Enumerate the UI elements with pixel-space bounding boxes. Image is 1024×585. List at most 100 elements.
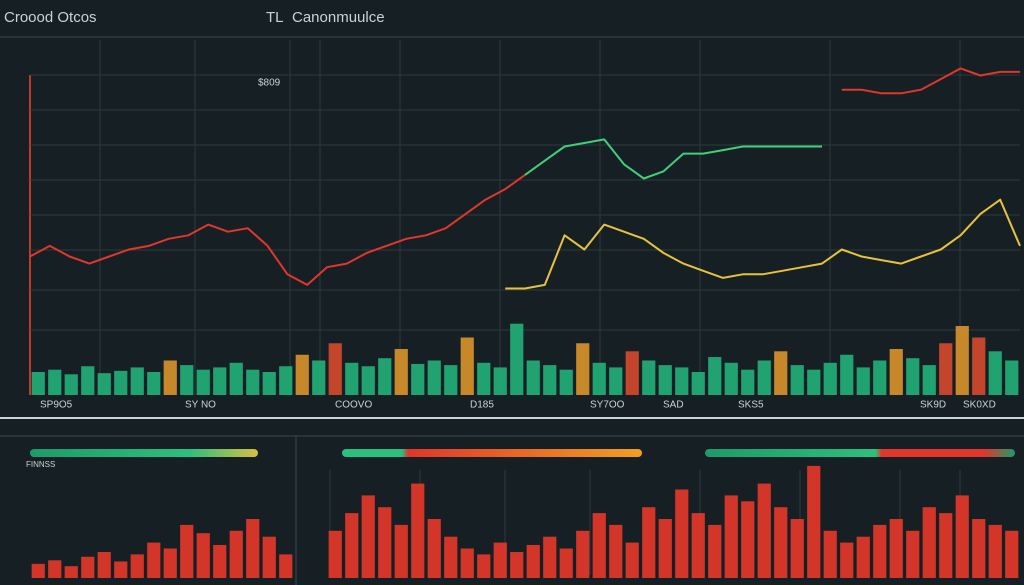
- bar: [609, 367, 623, 395]
- bar: [378, 507, 392, 578]
- bar: [708, 357, 722, 395]
- x-label: SKS5: [738, 400, 764, 411]
- bar: [378, 358, 392, 395]
- bar: [493, 542, 507, 578]
- bar: [939, 513, 953, 578]
- bar: [906, 530, 920, 578]
- bar: [213, 544, 227, 578]
- bar: [543, 365, 557, 395]
- bar: [625, 542, 639, 578]
- bar: [922, 365, 936, 395]
- bar: [361, 366, 375, 395]
- bar: [345, 513, 359, 578]
- bar: [246, 369, 260, 395]
- bar: [444, 536, 458, 578]
- bar: [345, 362, 359, 395]
- bar: [295, 354, 309, 395]
- bar: [559, 369, 573, 395]
- bar: [774, 351, 788, 395]
- bar: [526, 360, 540, 395]
- bar: [675, 489, 689, 578]
- bar: [988, 524, 1002, 578]
- bar: [543, 536, 557, 578]
- x-label: SY NO: [185, 400, 216, 411]
- bar: [460, 548, 474, 578]
- bar: [361, 495, 375, 578]
- bar: [493, 367, 507, 395]
- bar: [906, 358, 920, 395]
- bar: [279, 554, 293, 578]
- bar: [873, 524, 887, 578]
- bar: [757, 360, 771, 395]
- bar: [988, 351, 1002, 395]
- bar: [757, 483, 771, 578]
- bar: [1005, 360, 1019, 395]
- bar: [279, 366, 293, 395]
- bar: [576, 343, 590, 395]
- panel-label: FINNSS: [26, 460, 55, 469]
- bar: [559, 548, 573, 578]
- bar: [130, 367, 144, 395]
- bar: [460, 337, 474, 395]
- bar: [1005, 530, 1019, 578]
- price-line: [524, 138, 822, 180]
- bar: [196, 369, 210, 395]
- x-label: SK9D: [920, 400, 946, 411]
- bar: [147, 542, 161, 578]
- bar: [658, 365, 672, 395]
- bar: [823, 530, 837, 578]
- x-label: D185: [470, 400, 494, 411]
- bar: [708, 524, 722, 578]
- bar: [922, 507, 936, 578]
- bar: [807, 369, 821, 395]
- bar: [246, 519, 260, 578]
- bar: [229, 530, 243, 578]
- bar: [31, 372, 45, 395]
- bar: [790, 365, 804, 395]
- bar: [312, 360, 326, 395]
- bar: [642, 507, 656, 578]
- progress-bar: [30, 449, 258, 457]
- bar: [163, 548, 177, 578]
- bar: [328, 530, 342, 578]
- bar: [724, 362, 738, 395]
- bar: [394, 349, 408, 395]
- bar: [576, 530, 590, 578]
- bar: [658, 519, 672, 578]
- bar: [477, 554, 491, 578]
- bar: [114, 561, 128, 578]
- bar: [48, 369, 62, 395]
- bar: [196, 533, 210, 578]
- bar: [823, 362, 837, 395]
- progress-bar: [705, 449, 1015, 457]
- title: Croood Otcos: [4, 9, 97, 26]
- bar: [394, 524, 408, 578]
- bar: [856, 536, 870, 578]
- bar: [147, 372, 161, 395]
- bar: [262, 536, 276, 578]
- price-line: [29, 67, 1020, 286]
- bar: [477, 362, 491, 395]
- bar: [889, 349, 903, 395]
- bar: [873, 360, 887, 395]
- bar: [609, 524, 623, 578]
- bar: [81, 556, 95, 578]
- bar: [807, 465, 821, 578]
- bar: [939, 343, 953, 395]
- x-label: SP9O5: [40, 400, 73, 411]
- bar: [592, 513, 606, 578]
- bar: [97, 552, 111, 578]
- bar: [889, 519, 903, 578]
- bar: [130, 554, 144, 578]
- bar: [180, 365, 194, 395]
- bar: [427, 519, 441, 578]
- price-line: [505, 198, 1021, 290]
- bar: [213, 367, 227, 395]
- x-label: SY7OO: [590, 400, 625, 411]
- bar: [114, 370, 128, 395]
- x-label: COOVO: [335, 400, 372, 411]
- bar: [510, 323, 524, 395]
- bar: [741, 501, 755, 578]
